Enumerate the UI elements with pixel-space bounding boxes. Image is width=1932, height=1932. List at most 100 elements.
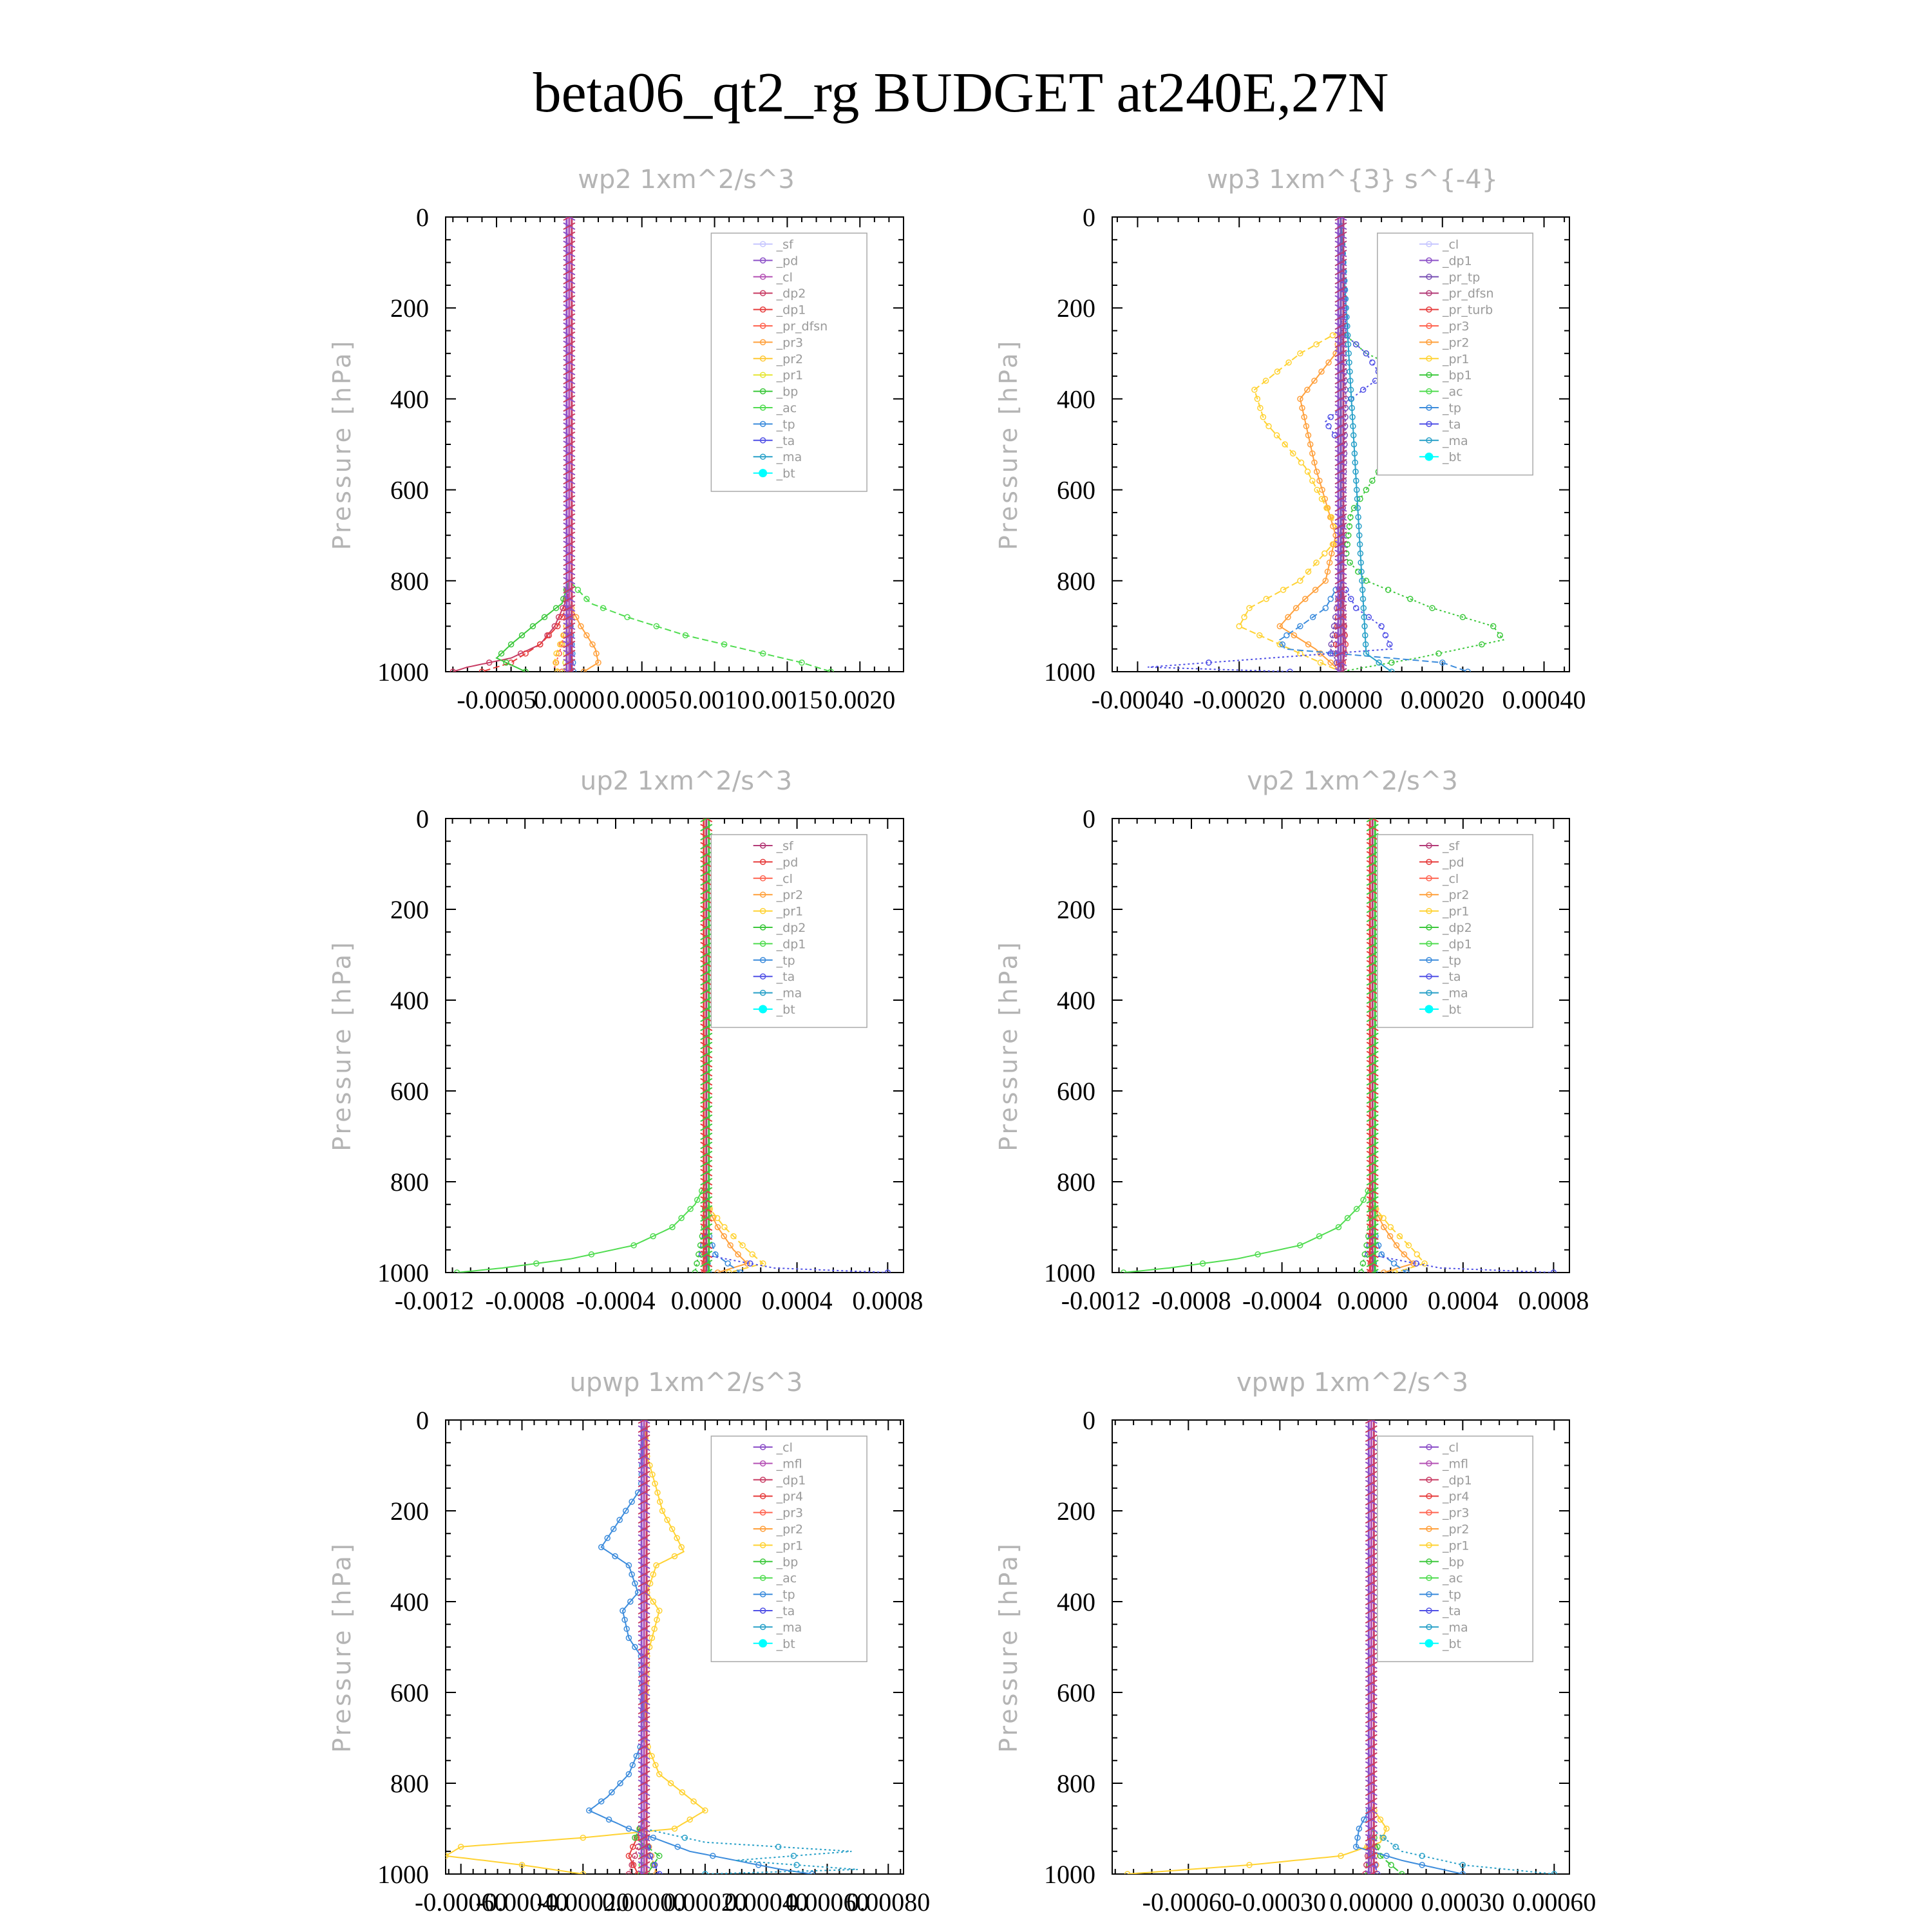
series-line-pr1 xyxy=(446,1420,706,1874)
series-marker xyxy=(1360,605,1367,611)
series-marker xyxy=(605,1816,612,1823)
series-marker xyxy=(1325,359,1332,366)
zero-profile-marker xyxy=(1334,286,1347,294)
series-marker xyxy=(518,632,526,639)
x-tick-label: -0.00020 xyxy=(537,1888,629,1917)
legend-label: _dp1 xyxy=(1442,1473,1472,1488)
legend-box xyxy=(1377,1435,1533,1662)
zero-profile-marker xyxy=(700,1260,713,1267)
zero-profile-marker xyxy=(1366,1178,1379,1186)
zero-profile-marker xyxy=(1334,377,1347,385)
legend-label: _mfl xyxy=(1442,1457,1468,1471)
zero-profile-marker xyxy=(700,905,713,913)
zero-profile-marker xyxy=(1365,1625,1378,1633)
legend-label: _sf xyxy=(776,238,794,252)
series-marker xyxy=(453,1269,460,1273)
zero-profile-marker xyxy=(700,1023,713,1032)
series-marker xyxy=(1345,341,1352,348)
series-marker xyxy=(1421,1260,1428,1267)
series-marker xyxy=(1283,632,1290,639)
zero-profile-marker xyxy=(700,1059,713,1068)
zero-profile-marker xyxy=(638,1534,650,1542)
y-tick-label: 800 xyxy=(390,567,429,596)
series-marker xyxy=(1378,623,1385,630)
series-marker xyxy=(1298,459,1305,466)
legend-label: _pr1 xyxy=(776,1539,803,1553)
legend-marker xyxy=(759,1526,766,1532)
series-marker xyxy=(620,1607,626,1614)
zero-profile-marker xyxy=(700,1005,713,1013)
series-marker xyxy=(737,1269,744,1273)
series-marker xyxy=(1459,614,1466,621)
zero-profile-marker xyxy=(563,431,576,439)
series-marker xyxy=(1414,1251,1421,1258)
legend-label: _dp2 xyxy=(776,921,806,935)
series-marker xyxy=(651,1862,658,1868)
series-marker xyxy=(1344,323,1350,330)
legend-label: _ma xyxy=(776,1620,802,1634)
zero-profile-marker xyxy=(638,1589,650,1596)
series-marker xyxy=(1313,341,1320,348)
series-marker xyxy=(630,1242,637,1249)
series-marker xyxy=(1280,587,1287,593)
zero-profile-marker xyxy=(563,395,576,403)
zero-profile-marker xyxy=(700,1041,713,1050)
legend-label: _pr3 xyxy=(1442,319,1469,334)
series-marker xyxy=(649,1634,656,1642)
zero-profile-marker xyxy=(1365,1842,1378,1851)
series-marker xyxy=(1317,659,1324,666)
series-marker xyxy=(1377,1816,1384,1823)
zero-profile-marker xyxy=(563,567,576,576)
series-marker xyxy=(1356,541,1363,548)
series-marker xyxy=(682,632,689,639)
y-axis-label: Pressure [hPa] xyxy=(328,1541,356,1753)
series-marker xyxy=(714,1215,721,1222)
legend-marker xyxy=(1426,973,1432,980)
legend-box xyxy=(710,1435,867,1662)
legend-label: _pr_turb xyxy=(1442,303,1493,317)
legend-marker xyxy=(759,421,766,428)
chart-panel-5: upwp 1xm^2/s^3 Pressure [hPa] 0 200 400 600 80… xyxy=(328,1368,930,1917)
legend-marker xyxy=(759,1607,766,1614)
legend-marker xyxy=(759,1542,766,1549)
zero-profile-marker xyxy=(1365,1806,1378,1815)
zero-profile-marker xyxy=(1334,531,1347,540)
series-marker xyxy=(1206,659,1212,666)
series-marker xyxy=(1124,1871,1131,1874)
legend-marker xyxy=(759,306,766,313)
zero-profile-marker xyxy=(1365,1479,1378,1488)
zero-profile-marker xyxy=(1334,495,1347,503)
legend-marker xyxy=(759,388,766,395)
series-line-dp1 xyxy=(457,819,707,1273)
zero-profile-marker xyxy=(563,359,576,366)
series-marker xyxy=(775,1843,782,1850)
y-tick-label: 1000 xyxy=(1044,658,1095,687)
zero-profile-marker xyxy=(1365,1570,1378,1578)
zero-profile-marker xyxy=(700,1178,713,1186)
series-line-ma xyxy=(1340,217,1392,672)
series-marker xyxy=(616,1517,623,1523)
zero-profile-marker xyxy=(1365,1534,1378,1542)
series-marker xyxy=(578,623,584,630)
zero-profile-marker xyxy=(1334,513,1347,521)
series-marker xyxy=(1327,659,1334,666)
legend-marker xyxy=(1426,1477,1432,1483)
series-marker xyxy=(1381,1224,1387,1231)
zero-profile-marker xyxy=(1334,631,1347,639)
legend-label: _ma xyxy=(776,450,802,464)
series-marker xyxy=(1350,441,1358,448)
series-marker xyxy=(1354,495,1361,502)
series-marker xyxy=(1297,350,1303,357)
y-tick-label: 600 xyxy=(1057,1678,1095,1707)
series-marker xyxy=(1255,1251,1261,1258)
legend-marker xyxy=(1425,1639,1434,1648)
legend-marker xyxy=(1426,1444,1432,1450)
series-marker xyxy=(1297,650,1303,657)
zero-profile-marker xyxy=(638,1661,650,1669)
zero-profile-marker xyxy=(700,1105,713,1113)
series-marker xyxy=(1376,659,1382,666)
series-marker xyxy=(730,1233,737,1240)
legend-label: _pr1 xyxy=(1442,905,1469,919)
plot-area xyxy=(1124,1420,1558,1874)
series-marker xyxy=(630,1862,637,1868)
